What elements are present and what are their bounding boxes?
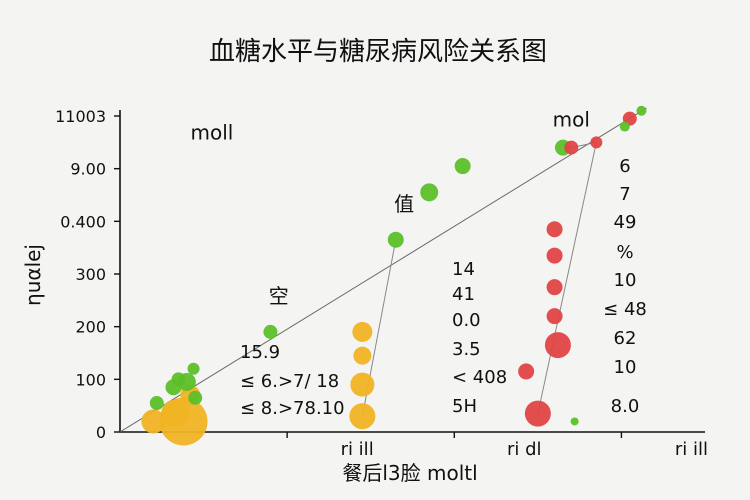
y-tick-label: 0.400 xyxy=(60,212,106,231)
data-point xyxy=(353,346,372,365)
data-label: % xyxy=(616,242,633,263)
data-label: 15.9 xyxy=(240,342,280,363)
data-points xyxy=(141,105,647,446)
y-tick-label: 300 xyxy=(75,265,106,284)
y-tick-label: 100 xyxy=(75,370,106,389)
annotations: mol moll 值空 xyxy=(191,108,590,308)
y-axis-label: ηuαlej xyxy=(21,244,45,306)
data-point xyxy=(570,417,579,426)
data-point xyxy=(636,105,647,116)
chart-annotation: 空 xyxy=(269,284,289,308)
data-point xyxy=(524,400,551,427)
data-label: 8.0 xyxy=(611,396,640,417)
y-tick-label: 200 xyxy=(75,318,106,337)
chart-annotation: mol xyxy=(553,108,590,132)
data-point xyxy=(349,403,376,430)
y-tick-label: 9.00 xyxy=(70,160,106,179)
data-point xyxy=(546,279,563,296)
data-label: 62 xyxy=(614,328,637,349)
data-label: 41 xyxy=(452,284,475,305)
data-point xyxy=(454,158,471,175)
guide-line xyxy=(537,142,597,414)
trend-line xyxy=(119,107,647,433)
data-point xyxy=(263,324,278,339)
data-point xyxy=(546,308,563,325)
y-tick-label: 11003 xyxy=(55,107,106,126)
trend-line-group xyxy=(119,107,647,433)
data-label: ≤ 6.>7/ 18 xyxy=(240,371,339,392)
data-point xyxy=(171,372,186,387)
x-tick-label: ri dl xyxy=(507,439,542,460)
data-label: 0.0 xyxy=(452,310,481,331)
data-label: < 408 xyxy=(452,367,507,388)
data-point xyxy=(141,409,166,434)
value-labels: 15.9 ≤ 6.>7/ 18 ≤ 8.>78.10 14 41 0.0 3.5 < 408 5… xyxy=(240,156,647,419)
data-label: 49 xyxy=(614,212,637,233)
data-label: 6 xyxy=(619,156,630,177)
data-label: 10 xyxy=(614,357,637,378)
data-label: 5H xyxy=(452,396,477,417)
data-label: ≤ 48 xyxy=(603,299,647,320)
data-point xyxy=(187,362,200,375)
chart-annotation: moll xyxy=(191,121,234,145)
data-point xyxy=(387,231,404,248)
data-label: 10 xyxy=(614,270,637,291)
axes: 0 100 200 300 0.400 9.00 11003 ri ill ri dl ri il… xyxy=(55,107,708,460)
data-point xyxy=(544,332,571,359)
data-point xyxy=(518,363,535,380)
data-point xyxy=(352,321,373,342)
data-point xyxy=(564,140,579,155)
data-point xyxy=(619,121,630,132)
data-label: 7 xyxy=(619,184,630,205)
data-point xyxy=(546,221,563,238)
data-point xyxy=(420,183,439,202)
data-point xyxy=(159,397,208,446)
data-label: 3.5 xyxy=(452,339,481,360)
data-point xyxy=(546,247,563,264)
chart-title: 血糖水平与糖尿病风险关系图 xyxy=(209,37,547,67)
chart-annotation: 值 xyxy=(394,192,414,216)
data-point xyxy=(350,372,375,397)
data-label: ≤ 8.>78.10 xyxy=(240,398,345,419)
data-point xyxy=(590,136,603,149)
y-tick-label: 0 xyxy=(96,423,106,442)
data-point xyxy=(188,390,203,405)
x-tick-label: ri ill xyxy=(341,439,374,460)
data-label: 14 xyxy=(452,259,475,280)
x-tick-label: ri ill xyxy=(675,439,708,460)
x-axis-label: 餐后l3脸 moltl xyxy=(342,461,477,485)
data-point xyxy=(149,396,164,411)
